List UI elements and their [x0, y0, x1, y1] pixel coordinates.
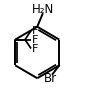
Text: Br: Br: [43, 72, 57, 85]
Text: F: F: [32, 35, 39, 45]
Text: F: F: [32, 26, 39, 36]
Text: H₂N: H₂N: [31, 3, 54, 16]
Text: F: F: [32, 43, 39, 54]
